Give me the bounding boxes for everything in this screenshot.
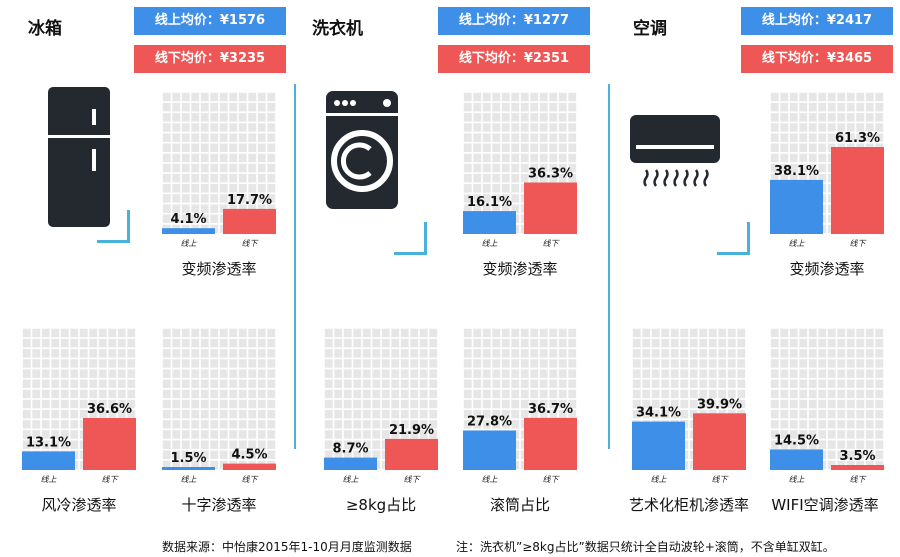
category-label: 线上: [789, 239, 806, 248]
bar-online: [463, 430, 516, 470]
bar-offline: [385, 438, 438, 470]
chart-title: 风冷渗透率: [41, 496, 117, 514]
category-title-washer: 洗衣机: [312, 19, 363, 39]
bar-online: [162, 467, 215, 470]
washer-offline-price: 线下均价：¥2351: [438, 45, 590, 73]
fridge-offline-price: 线下均价：¥3235: [134, 45, 286, 73]
column-divider: [608, 84, 610, 449]
chart-washer-drum: 27.8% 线上 36.7% 线下: [463, 328, 577, 484]
bar-online: [632, 421, 685, 470]
category-label: 线下: [543, 475, 561, 484]
data-label: 14.5%: [774, 433, 819, 448]
icon-corner-bracket: [717, 222, 750, 255]
data-label: 27.8%: [467, 415, 512, 430]
chart-title: 变频渗透率: [482, 260, 558, 278]
category-label: 线上: [343, 475, 360, 484]
data-label: 61.3%: [835, 131, 880, 146]
category-label: 线上: [181, 239, 198, 248]
column-divider: [294, 84, 296, 449]
data-label: 3.5%: [839, 449, 875, 464]
category-label: 线上: [41, 475, 58, 484]
data-label: 38.1%: [774, 164, 819, 179]
category-label: 线下: [242, 475, 260, 484]
data-label: 36.6%: [87, 402, 132, 417]
bar-offline: [831, 147, 884, 234]
data-label: 34.1%: [636, 406, 681, 421]
bar-offline: [524, 417, 577, 470]
chart-title: ≥8kg占比: [345, 496, 417, 514]
bar-online: [463, 211, 516, 234]
icon-corner-bracket: [97, 210, 130, 243]
bar-online: [324, 457, 377, 470]
data-label: 8.7%: [332, 442, 368, 457]
category-title-fridge: 冰箱: [28, 19, 62, 39]
bar-offline: [524, 182, 577, 234]
bar-online: [770, 179, 823, 234]
grid-background: [770, 328, 884, 470]
bar-online: [162, 228, 215, 234]
category-label: 线上: [181, 475, 198, 484]
bar-offline: [223, 208, 276, 234]
data-label: 1.5%: [170, 451, 206, 466]
grid-background: [162, 92, 276, 234]
data-label: 13.1%: [26, 435, 71, 450]
category-label: 线下: [850, 475, 868, 484]
fridge-online-price: 线上均价：¥1576: [134, 7, 286, 35]
data-label: 16.1%: [467, 195, 512, 210]
chart-title: WIFI空调渗透率: [771, 496, 879, 514]
chart-fridge-inverter: 4.1% 线上 17.7% 线下: [162, 92, 276, 248]
grid-background: [162, 328, 276, 470]
category-label: 线上: [482, 475, 499, 484]
bar-offline: [83, 418, 136, 470]
icon-corner-bracket: [394, 222, 427, 255]
data-label: 36.7%: [528, 402, 573, 417]
chart-fridge-aircooled: 13.1% 线上 36.6% 线下: [22, 328, 136, 484]
chart-ac-wifi: 14.5% 线上 3.5% 线下: [770, 328, 884, 484]
data-label: 36.3%: [528, 167, 573, 182]
chart-washer-inverter: 16.1% 线上 36.3% 线下: [463, 92, 577, 248]
category-label: 线下: [102, 475, 120, 484]
category-label: 线下: [850, 239, 868, 248]
chart-washer-8kg: 8.7% 线上 21.9% 线下: [324, 328, 438, 484]
bar-online: [770, 449, 823, 470]
category-label: 线下: [404, 475, 422, 484]
ac-offline-price: 线下均价：¥3465: [741, 45, 893, 73]
data-label: 39.9%: [697, 397, 742, 412]
data-source: 数据来源：中怡康2015年1-10月月度监测数据: [162, 540, 412, 554]
chart-title: 变频渗透率: [181, 260, 257, 278]
category-title-ac: 空调: [633, 19, 667, 39]
data-label: 21.9%: [389, 423, 434, 438]
bar-offline: [223, 463, 276, 470]
chart-ac-art-cabinet: 34.1% 线上 39.9% 线下: [632, 328, 746, 484]
category-label: 线上: [482, 239, 499, 248]
chart-ac-inverter: 38.1% 线上 61.3% 线下: [770, 92, 884, 248]
category-label: 线上: [789, 475, 806, 484]
air-conditioner-icon: [630, 115, 720, 187]
category-label: 线下: [712, 475, 730, 484]
category-label: 线上: [651, 475, 668, 484]
chart-title: 艺术化柜机渗透率: [628, 496, 749, 514]
chart-title: 十字渗透率: [181, 496, 257, 514]
data-label: 17.7%: [227, 193, 272, 208]
washer-online-price: 线上均价：¥1277: [438, 7, 590, 35]
data-label: 4.5%: [231, 448, 267, 463]
washing-machine-icon: [326, 91, 398, 209]
bar-offline: [831, 465, 884, 470]
bar-online: [22, 451, 75, 470]
footnote: 注：洗衣机”≥8kg占比”数据只统计全自动波轮+滚筒，不含单缸双缸。: [456, 540, 835, 554]
category-label: 线下: [543, 239, 561, 248]
category-label: 线下: [242, 239, 260, 248]
chart-fridge-crossdoor: 1.5% 线上 4.5% 线下: [162, 328, 276, 484]
fridge-icon: [48, 87, 110, 227]
data-label: 4.1%: [170, 212, 206, 227]
ac-online-price: 线上均价：¥2417: [741, 7, 893, 35]
chart-title: 滚筒占比: [489, 496, 550, 514]
chart-title: 变频渗透率: [789, 260, 865, 278]
bar-offline: [693, 413, 746, 470]
